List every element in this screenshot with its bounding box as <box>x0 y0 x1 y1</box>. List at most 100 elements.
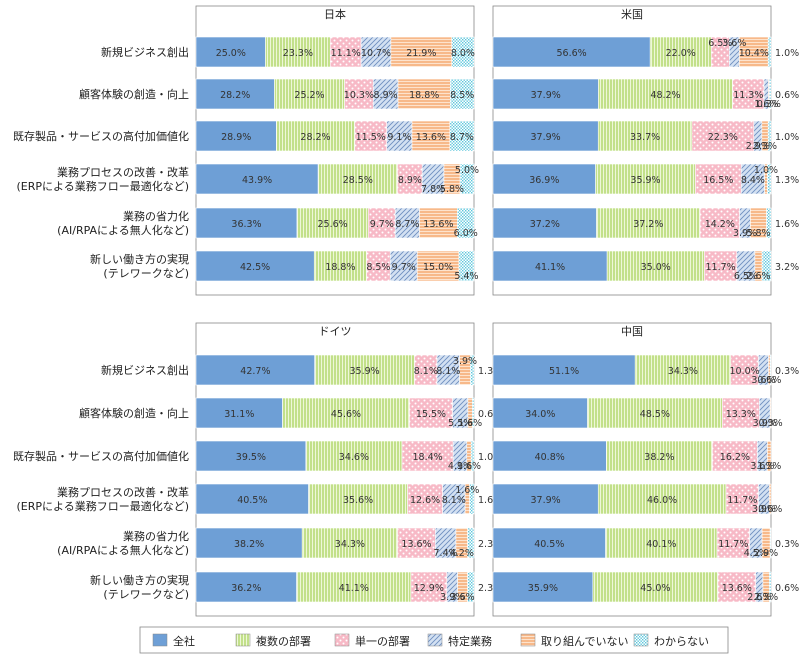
panel-1-row-1-label-1: 25.0% <box>216 48 246 59</box>
panel-1-row-1-label-5: 21.9% <box>406 48 436 59</box>
panel-4-row-2-label-1: 34.0% <box>525 409 555 420</box>
panel-4-row-6-label-6: 0.6% <box>775 583 799 594</box>
panel-3-category-2: 顧客体験の創造・向上 <box>79 406 189 420</box>
panel-3-row-4-label-4: 8.1% <box>442 495 466 506</box>
legend-label-2: 複数の部署 <box>256 634 311 648</box>
panel-3-row-3-label-4: 4.9% <box>448 461 472 472</box>
panel-1-row-4-label-5: 5.8% <box>440 184 464 195</box>
panel-4-row-4-seg-1 <box>492 483 599 515</box>
panel-2-row-2-label-5: 0.3% <box>757 99 781 110</box>
panel-1-row-5-seg-2 <box>296 207 369 239</box>
panel-3-row-1-seg-2 <box>314 354 415 386</box>
panel-3-category-6-line-1: 新しい働き方の実現 <box>90 573 189 587</box>
panel-1-row-2-seg-2 <box>274 78 345 110</box>
panel-1-row-3-seg-5 <box>411 120 451 152</box>
panel-3-row-6-seg-6 <box>467 571 475 603</box>
panel-4-row-6-label-3: 13.6% <box>722 583 752 594</box>
panel-1-row-6-seg-1 <box>195 250 315 282</box>
panel-3-row-3-label-6: 1.0% <box>478 452 502 463</box>
panel-4-row-6-label-5: 2.3% <box>754 592 778 603</box>
panel-1-row-3-label-6: 8.7% <box>450 132 474 143</box>
panel-2-row-4-seg-1 <box>492 163 596 195</box>
panel-1-row-2-label-5: 18.8% <box>409 90 439 101</box>
panel-1-row-5-seg-4 <box>394 207 420 239</box>
panel-1-row-2-seg-6 <box>450 78 475 110</box>
panel-2-row-2-label-4: 1.6% <box>754 99 778 110</box>
panel-4-row-4-label-3: 11.7% <box>727 495 757 506</box>
panel-1-title: 日本 <box>324 7 346 21</box>
panel-3-row-1-seg-1 <box>195 354 316 386</box>
panel-1-row-1-seg-5 <box>390 36 453 68</box>
panel-1-row-5-label-2: 25.6% <box>318 219 348 230</box>
panel-3-row-3-label-2: 34.6% <box>339 452 369 463</box>
panel-3-row-1-label-6: 1.3% <box>478 366 502 377</box>
panel-2-row-6-label-3: 11.7% <box>706 262 736 273</box>
panel-4-row-4-label-1: 37.9% <box>531 495 561 506</box>
panel-2-row-6-label-2: 35.0% <box>641 262 671 273</box>
panel-3-row-4-seg-1 <box>195 483 309 515</box>
panel-3-row-2-label-6: 0.6% <box>478 409 502 420</box>
legend-label-4: 特定業務 <box>448 634 492 648</box>
panel-3-row-2-seg-2 <box>282 397 410 429</box>
panel-1-row-5-seg-6 <box>456 207 475 239</box>
panel-2-row-2-label-6: 0.6% <box>775 90 799 101</box>
panel-3-category-4-line-2: (ERPによる業務フロー最適化など) <box>17 499 189 513</box>
panel-4-row-5-seg-3 <box>716 527 750 559</box>
panel-1-category-6-line-2: (テレワークなど) <box>103 267 189 280</box>
panel-3-row-5-label-5: 4.2% <box>450 548 474 559</box>
panel-4-row-4-label-2: 46.0% <box>647 495 677 506</box>
panel-1-row-1-label-2: 23.3% <box>283 48 313 59</box>
panel-3-row-1-label-3: 8.1% <box>414 366 438 377</box>
panel-2-row-4-label-3: 16.5% <box>703 175 733 186</box>
panel-4-row-6-label-4: 2.6% <box>747 592 771 603</box>
legend-swatch-2 <box>235 633 251 647</box>
panel-4-row-5-label-1: 40.5% <box>534 539 564 550</box>
panel-3-row-4-label-5: 1.6% <box>455 485 479 496</box>
panel-2-row-3-seg-6 <box>767 120 772 152</box>
panel-3-row-6-label-6: 2.3% <box>478 583 502 594</box>
panel-2-row-5-seg-2 <box>596 207 701 239</box>
panel-4-row-2-label-5: 0.3% <box>759 418 783 429</box>
panel-4-row-2-label-2: 48.5% <box>640 409 670 420</box>
panel-4-row-4-seg-2 <box>597 483 727 515</box>
panel-3-category-4-line-1: 業務プロセスの改善・改革 <box>57 485 189 499</box>
panel-2-row-3-label-2: 33.7% <box>630 132 660 143</box>
panel-4-row-6-seg-1 <box>492 571 594 603</box>
panel-1-row-2-label-3: 10.3% <box>344 90 374 101</box>
panel-1-row-6-label-3: 8.5% <box>366 262 390 273</box>
panel-3-row-5-label-4: 7.4% <box>434 548 458 559</box>
panel-4-row-4-label-4: 3.9% <box>752 504 776 515</box>
panel-4-row-3-seg-2 <box>606 440 713 472</box>
panel-1-row-5-seg-3 <box>367 207 396 239</box>
panel-3-row-4-seg-2 <box>308 483 408 515</box>
panel-3-row-6-label-5: 3.6% <box>451 592 475 603</box>
panel-4-row-2-seg-1 <box>492 397 588 429</box>
panel-2-row-3-label-4: 2.9% <box>746 141 770 152</box>
panel-3-row-4-seg-6 <box>469 483 475 515</box>
panel-3-row-3-label-1: 39.5% <box>236 452 266 463</box>
panel-1-row-6-seg-4 <box>389 250 418 282</box>
panel-3-row-2-label-1: 31.1% <box>224 409 254 420</box>
panel-1-row-2-seg-3 <box>344 78 374 110</box>
panel-2-row-4-seg-3 <box>695 163 742 195</box>
legend-swatch-3 <box>334 633 350 647</box>
panel-4-row-1-seg-6 <box>769 354 772 386</box>
panel-2-row-5-seg-3 <box>699 207 740 239</box>
panel-2-row-1-seg-6 <box>767 36 772 68</box>
panel-2-row-4-label-1: 36.9% <box>529 175 559 186</box>
panel-3-row-1-label-4: 8.1% <box>436 366 460 377</box>
panel-1-row-5-label-5: 13.6% <box>423 219 453 230</box>
panel-1-row-6-label-4: 9.7% <box>392 262 416 273</box>
panel-2-row-1-seg-2 <box>649 36 712 68</box>
panel-1-row-4-seg-2 <box>317 163 398 195</box>
panel-4-row-2-seg-5 <box>769 397 772 429</box>
panel-1-row-5-seg-1 <box>195 207 298 239</box>
panel-2-row-6-seg-6 <box>761 250 772 282</box>
panel-2-row-1-label-1: 56.6% <box>557 48 587 59</box>
panel-1-row-1-seg-6 <box>451 36 475 68</box>
panel-2-row-3-seg-1 <box>492 120 599 152</box>
panel-4-row-3-seg-5 <box>767 440 772 472</box>
panel-2-row-6-seg-3 <box>704 250 738 282</box>
panel-4-row-5-label-5: 2.9% <box>754 548 778 559</box>
